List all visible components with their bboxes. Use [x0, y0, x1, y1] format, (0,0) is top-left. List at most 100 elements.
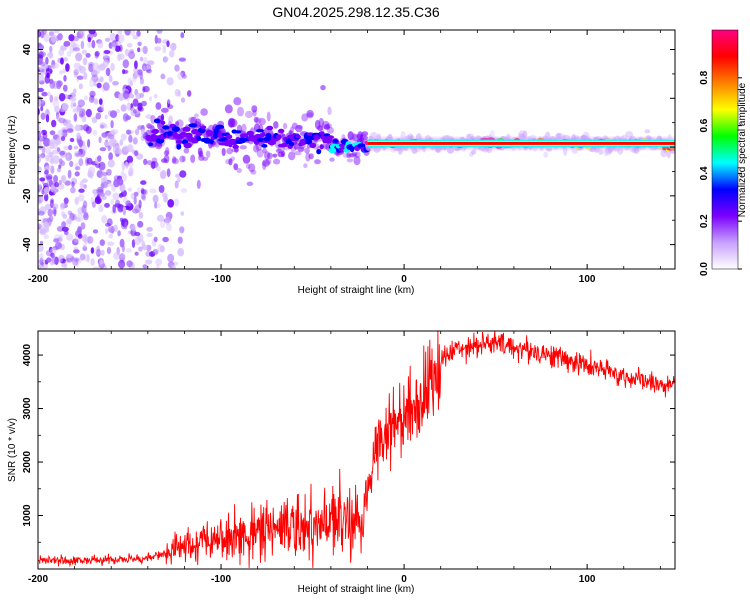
spectrogram-cell	[143, 65, 151, 71]
spectrogram-cell	[140, 193, 146, 200]
spectrogram-cell	[41, 91, 48, 97]
spectrogram-cell	[140, 180, 147, 185]
spectrogram-cell	[77, 227, 83, 233]
spectrogram-cell	[101, 132, 108, 138]
spectrogram-cell	[363, 135, 369, 141]
spectrogram-cell	[146, 244, 152, 252]
spectrogram-cell	[63, 145, 70, 151]
spectrogram-cell	[205, 150, 211, 158]
spectrogram-cell	[60, 45, 67, 51]
spectrogram-cell	[163, 150, 170, 156]
spectrogram-cell	[196, 179, 201, 189]
spectrogram-cell	[137, 47, 141, 53]
spectrogram-cell	[82, 57, 88, 66]
spectrogram-cell	[107, 159, 115, 168]
spectrogram-cell	[355, 151, 361, 158]
spectrogram-cell	[109, 110, 118, 118]
spectrogram-cell	[73, 113, 78, 122]
spectrogram-cell	[77, 99, 85, 107]
spectrogram-cell	[160, 120, 166, 125]
spectrogram-cell	[81, 116, 87, 123]
spectrogram-cell	[65, 152, 73, 161]
spectrogram-cell	[151, 157, 158, 164]
spectrogram-cell	[118, 44, 123, 52]
spectrogram-cell	[38, 243, 44, 253]
spectrogram-cell	[98, 63, 106, 71]
spectrogram-cell	[156, 165, 161, 172]
spectrogram-cell	[87, 37, 92, 43]
spectrogram-cell	[165, 147, 170, 156]
spectrogram-cell	[252, 109, 257, 117]
spectrogram-cell	[54, 181, 60, 188]
y-tick-label: 40	[22, 44, 33, 56]
spectrogram-cell	[117, 230, 121, 237]
spectrogram-cell	[171, 42, 177, 51]
spectrogram-cell	[107, 226, 115, 233]
spectrogram-cell	[141, 189, 147, 195]
spectrogram-cell	[101, 214, 108, 224]
spectrogram-cell	[52, 155, 60, 164]
colorbar-scale	[711, 29, 739, 270]
spectrogram-cell	[177, 247, 185, 257]
spectrogram-cell	[202, 156, 209, 161]
spectrogram-cell	[93, 98, 99, 105]
spectrogram-cell	[65, 122, 73, 132]
spectrogram-x-label: Height of straight line (km)	[298, 285, 415, 296]
spectrogram-cell	[145, 259, 153, 265]
spectrogram-cell	[161, 107, 169, 113]
spectrogram-cell	[174, 88, 180, 97]
spectrogram-cell	[126, 42, 133, 48]
spectrogram-cell	[309, 142, 317, 149]
spectrogram-cell	[44, 190, 48, 196]
spectrogram-cell	[289, 126, 294, 136]
spectrogram-cell	[233, 163, 239, 171]
spectrogram-cell	[128, 51, 136, 60]
spectrogram-cell	[151, 128, 160, 134]
spectrogram-cell	[58, 164, 62, 169]
spectrogram-cell	[76, 75, 84, 80]
spectrogram-cell	[107, 241, 115, 246]
spectrogram-cell	[79, 180, 84, 188]
spectrogram-cell	[88, 30, 96, 35]
spectrogram-cell	[105, 228, 109, 235]
spectrogram-cell	[138, 199, 142, 209]
spectrogram-cell	[57, 33, 63, 41]
spectrogram-cell	[295, 135, 302, 139]
spectrogram-cell	[74, 196, 79, 206]
spectrogram-cell	[168, 115, 174, 124]
spectrogram-cell	[85, 108, 92, 118]
spectrogram-cell	[110, 62, 115, 72]
spectrogram-cell	[164, 216, 171, 225]
spectrogram-cell	[329, 157, 335, 162]
spectrogram-cell	[99, 259, 105, 265]
spectrogram-cell	[111, 42, 117, 51]
spectrogram-cell	[49, 45, 53, 53]
spectrogram-cell	[38, 99, 42, 108]
spectrogram-cell	[119, 139, 124, 146]
spectrogram-cell	[198, 150, 204, 158]
spectrogram-cell	[52, 206, 57, 215]
spectrogram-cell	[176, 143, 182, 150]
spectrogram-cell	[245, 110, 253, 119]
spectrogram-cell	[122, 59, 129, 69]
spectrogram-cell	[132, 137, 138, 145]
spectrogram-cell	[38, 264, 43, 269]
spectrogram-cell	[171, 158, 179, 165]
spectrogram-cell	[127, 162, 134, 168]
spectrogram-cell	[130, 107, 136, 116]
spectrogram-cell	[108, 75, 113, 83]
spectrogram-cell	[341, 134, 346, 140]
spectrogram-cell	[47, 208, 53, 217]
spectrogram-cell	[94, 50, 100, 57]
spectrogram-cell	[38, 223, 42, 230]
spectrogram-cell	[78, 158, 84, 167]
spectrogram-cell	[232, 144, 239, 149]
spectrogram-cell	[134, 150, 139, 157]
spectrogram-cell	[250, 169, 257, 175]
spectrogram-cell	[236, 168, 242, 173]
spectrogram-cell	[146, 226, 153, 232]
spectrogram-cell	[73, 68, 79, 76]
spectrogram-cell	[133, 195, 137, 205]
spectrogram-cell	[106, 168, 112, 176]
spectrogram-cell	[156, 214, 165, 222]
